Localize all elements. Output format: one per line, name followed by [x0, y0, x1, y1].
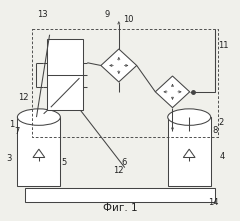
Text: 7: 7: [14, 127, 20, 136]
Text: 10: 10: [123, 15, 134, 24]
Text: 2: 2: [219, 118, 224, 127]
Ellipse shape: [168, 109, 211, 125]
Text: 8: 8: [213, 126, 218, 135]
Text: 5: 5: [61, 158, 66, 167]
Text: 11: 11: [219, 41, 229, 50]
Text: 1: 1: [9, 120, 14, 129]
Bar: [24, 189, 216, 202]
Text: 12: 12: [18, 93, 29, 102]
Polygon shape: [155, 76, 190, 108]
Bar: [168, 117, 211, 186]
Bar: [17, 117, 60, 186]
Text: Фиг. 1: Фиг. 1: [103, 203, 137, 213]
Ellipse shape: [17, 109, 60, 125]
Text: 12: 12: [114, 166, 124, 175]
Text: 13: 13: [37, 10, 48, 19]
Bar: [47, 39, 83, 110]
Text: 3: 3: [6, 154, 12, 163]
Text: 9: 9: [104, 10, 109, 19]
Polygon shape: [101, 49, 137, 82]
Text: 14: 14: [208, 198, 218, 207]
Text: 6: 6: [121, 158, 126, 167]
Text: 4: 4: [220, 152, 225, 161]
